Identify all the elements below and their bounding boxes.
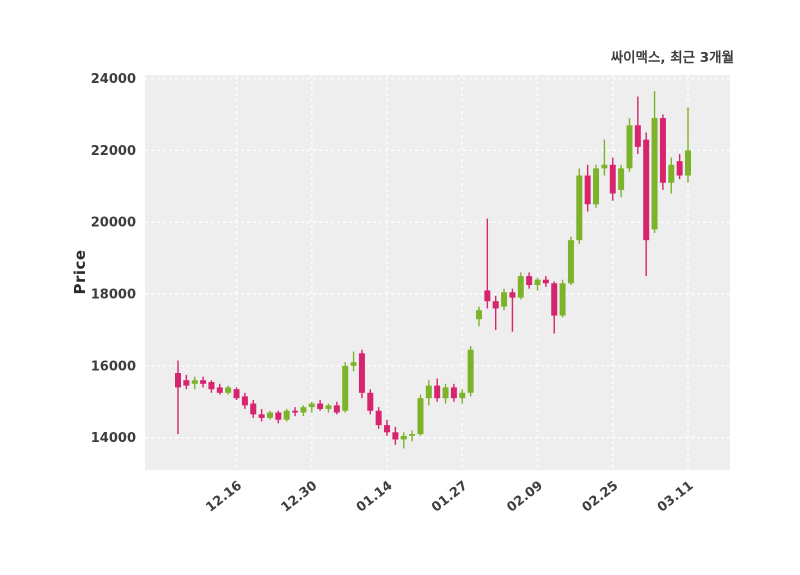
candle-down bbox=[183, 380, 190, 386]
candle-down bbox=[484, 290, 491, 302]
candle-down bbox=[250, 403, 257, 415]
candle-down bbox=[659, 118, 666, 183]
x-tick-label: 02.09 bbox=[504, 478, 546, 515]
candle-down bbox=[317, 403, 324, 409]
x-tick-label: 02.25 bbox=[580, 478, 622, 515]
candle-down bbox=[358, 353, 365, 393]
candle-down bbox=[392, 432, 399, 440]
candle-up bbox=[475, 310, 482, 320]
candle-up bbox=[618, 168, 625, 190]
candle-down bbox=[275, 412, 282, 420]
candle-down bbox=[384, 425, 391, 433]
y-tick-label: 14000 bbox=[91, 431, 136, 446]
candle-up bbox=[425, 385, 432, 399]
candle-up bbox=[626, 125, 633, 169]
x-tick-label: 03.11 bbox=[655, 478, 697, 515]
y-axis-label: Price bbox=[71, 249, 89, 295]
candle-up bbox=[459, 392, 466, 399]
candle-down bbox=[375, 410, 382, 426]
candle-down bbox=[676, 161, 683, 176]
candle-down bbox=[367, 392, 374, 411]
candle-up bbox=[400, 435, 407, 440]
candle-up bbox=[467, 349, 474, 393]
candle-down bbox=[509, 292, 516, 298]
candle-down bbox=[643, 139, 650, 241]
candle-down bbox=[551, 283, 558, 316]
candle-up bbox=[225, 387, 232, 393]
candle-up bbox=[300, 407, 307, 413]
candle-up bbox=[593, 168, 600, 205]
x-tick-label: 12.30 bbox=[279, 478, 321, 515]
y-tick-label: 24000 bbox=[91, 72, 136, 87]
candle-down bbox=[584, 175, 591, 205]
candle-up bbox=[417, 398, 424, 435]
candle-up bbox=[442, 387, 449, 399]
candle-up bbox=[651, 118, 658, 230]
candle-up bbox=[668, 164, 675, 183]
candle-down bbox=[208, 382, 215, 390]
candle-down bbox=[492, 301, 499, 309]
candle-down bbox=[258, 414, 265, 418]
candle-up bbox=[308, 403, 315, 408]
candle-up bbox=[601, 164, 608, 169]
candle-down bbox=[175, 373, 181, 388]
candle-down bbox=[542, 279, 549, 284]
candle-down bbox=[526, 276, 533, 286]
candle-down bbox=[609, 164, 616, 194]
y-tick-label: 22000 bbox=[91, 144, 136, 159]
y-tick-label: 20000 bbox=[91, 216, 136, 231]
candle-up bbox=[567, 240, 574, 284]
candle-up bbox=[409, 434, 416, 436]
y-tick-label: 16000 bbox=[91, 359, 136, 374]
candle-down bbox=[241, 396, 248, 406]
chart-title: 싸이맥스, 최근 3개월 bbox=[610, 50, 734, 66]
candle-up bbox=[325, 405, 332, 409]
candle-up bbox=[266, 412, 273, 418]
candle-down bbox=[634, 125, 641, 147]
candle-down bbox=[216, 387, 223, 393]
candle-up bbox=[576, 175, 583, 241]
candle-down bbox=[450, 387, 457, 399]
candle-down bbox=[200, 380, 207, 384]
x-tick-label: 01.14 bbox=[354, 478, 396, 515]
y-tick-label: 18000 bbox=[91, 288, 136, 303]
x-tick-label: 01.27 bbox=[429, 478, 471, 515]
candle-up bbox=[350, 362, 357, 366]
candle-down bbox=[233, 389, 240, 399]
candle-up bbox=[501, 292, 508, 307]
candle-up bbox=[559, 283, 566, 316]
candle-down bbox=[292, 410, 299, 413]
x-tick-label: 12.16 bbox=[203, 478, 245, 515]
candle-up bbox=[283, 410, 290, 420]
plot-area bbox=[145, 75, 730, 470]
candle-up bbox=[685, 150, 691, 176]
candle-up bbox=[342, 365, 349, 411]
candle-down bbox=[333, 405, 340, 413]
candle-up bbox=[191, 380, 198, 384]
candle-up bbox=[517, 276, 524, 298]
candle-up bbox=[534, 279, 541, 286]
candle-down bbox=[434, 385, 441, 399]
